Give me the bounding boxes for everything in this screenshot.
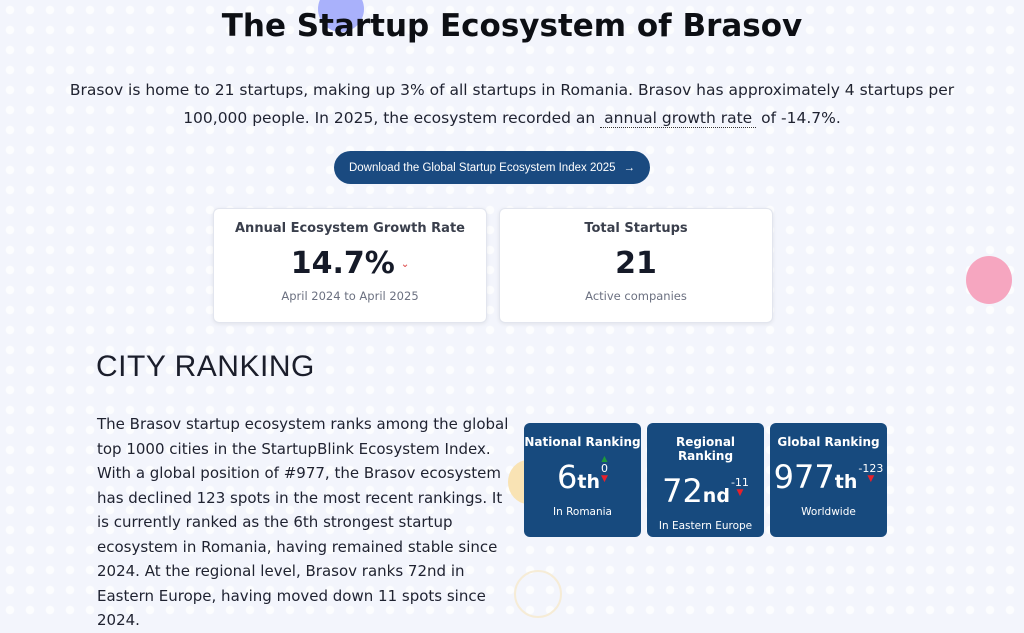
ranking-subtitle: In Eastern Europe xyxy=(658,520,753,532)
ranking-suffix: nd xyxy=(702,485,730,507)
triangle-down-icon: ▼ xyxy=(736,488,744,498)
download-index-button[interactable]: Download the Global Startup Ecosystem In… xyxy=(334,151,650,184)
triangle-down-icon: ▼ xyxy=(601,474,608,484)
ranking-suffix: th xyxy=(577,471,600,493)
ranking-suffix: th xyxy=(834,471,858,493)
card-title: Annual Ecosystem Growth Rate xyxy=(235,221,465,236)
chevron-down-icon: ⌄ xyxy=(400,259,410,270)
ranking-value: 72 xyxy=(662,472,703,510)
download-button-label: Download the Global Startup Ecosystem In… xyxy=(348,161,616,174)
growth-rate-card: Annual Ecosystem Growth Rate 14.7% ⌄ Apri… xyxy=(213,208,487,323)
card-title: Total Startups xyxy=(584,221,688,236)
intro-after: of -14.7%. xyxy=(761,109,841,127)
page-title: The Startup Ecosystem of Brasov xyxy=(221,8,803,44)
total-startups-card: Total Startups 21 Active companies xyxy=(499,208,773,323)
ranking-title: National Ranking xyxy=(524,435,641,449)
city-ranking-text: The Brasov startup ecosystem ranks among… xyxy=(97,415,509,629)
decorative-circle-pink xyxy=(966,256,1012,304)
card-subtitle: Active companies xyxy=(585,289,687,303)
ranking-change: -11 xyxy=(730,476,749,489)
regional-ranking-card: Regional Ranking 72nd-11 ▼ In Eastern Eur… xyxy=(647,423,764,537)
ranking-change: 0 xyxy=(600,462,608,475)
total-startups-value: 21 xyxy=(615,246,657,281)
decorative-circle-faint xyxy=(514,570,562,618)
ranking-value: 6 xyxy=(557,458,578,496)
card-subtitle: April 2024 to April 2025 xyxy=(281,289,419,303)
triangle-up-icon: ▲ xyxy=(601,454,608,463)
city-ranking-heading: CITY RANKING xyxy=(96,350,315,383)
intro-before: Brasov is home to 21 startups, making up… xyxy=(69,81,955,127)
intro-text: Brasov is home to 21 startups, making up… xyxy=(50,76,974,132)
global-ranking-card: Global Ranking 977th-123 ▼ Worldwide xyxy=(770,423,887,537)
national-ranking-card: National Ranking 6th ▲ 0 ▼ In Romania xyxy=(524,423,641,537)
arrow-right-icon: → xyxy=(623,161,636,174)
ranking-title: Global Ranking xyxy=(777,435,880,449)
ranking-subtitle: In Romania xyxy=(552,506,612,518)
ranking-change: -123 xyxy=(858,462,884,475)
ranking-subtitle: Worldwide xyxy=(801,506,856,518)
annual-growth-rate-link[interactable]: annual growth rate xyxy=(600,109,757,128)
growth-rate-value: 14.7% xyxy=(290,246,395,281)
ranking-title: Regional Ranking xyxy=(675,435,736,463)
triangle-down-icon: ▼ xyxy=(867,474,875,484)
ranking-value: 977 xyxy=(773,458,835,496)
